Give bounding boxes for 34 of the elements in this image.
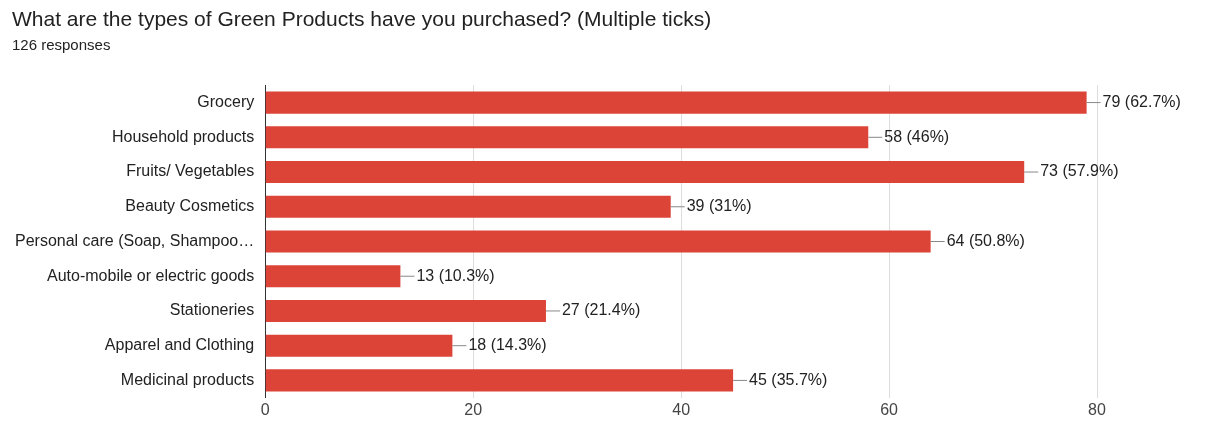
x-tick-label: 20 [464,400,483,418]
data-label: 64 (50.8%) [946,231,1025,249]
x-tick-label: 40 [672,400,691,418]
data-label: 45 (35.7%) [749,370,828,388]
data-label: 39 (31%) [686,197,752,215]
data-label: 27 (21.4%) [561,301,641,319]
y-tick-label: Personal care (Soap, Shampoo… [14,231,255,249]
data-label: 73 (57.9%) [1040,162,1119,180]
y-tick-label: Household products [111,127,255,145]
x-tick-label: 0 [260,400,270,418]
bar [265,299,546,323]
y-tick-label: Auto-mobile or electric goods [47,266,255,284]
y-tick-label: Stationeries [169,301,255,319]
bar [265,334,453,357]
data-label: 58 (46%) [884,127,950,145]
bar [265,230,931,253]
data-label: 79 (62.7%) [1102,92,1181,110]
bar [265,369,734,392]
chart-title: What are the types of Green Products have you purchased? (Multiple ticks) [12,7,712,31]
bar [265,126,869,149]
x-tick-label: 80 [1088,400,1106,418]
bar [265,160,1025,184]
data-label: 13 (10.3%) [416,266,495,284]
bar [265,265,401,288]
y-tick-label: Beauty Cosmetics [125,197,255,215]
y-tick-label: Medicinal products [120,370,255,388]
y-tick-label: Apparel and Clothing [104,336,255,354]
bar [265,195,671,218]
text: 126 responses [12,36,111,54]
y-tick-label: Fruits/ Vegetables [126,162,255,180]
y-tick-label: Grocery [197,92,255,110]
bar [265,91,1087,114]
x-tick-label: 60 [880,400,899,418]
data-label: 18 (14.3%) [468,336,547,354]
